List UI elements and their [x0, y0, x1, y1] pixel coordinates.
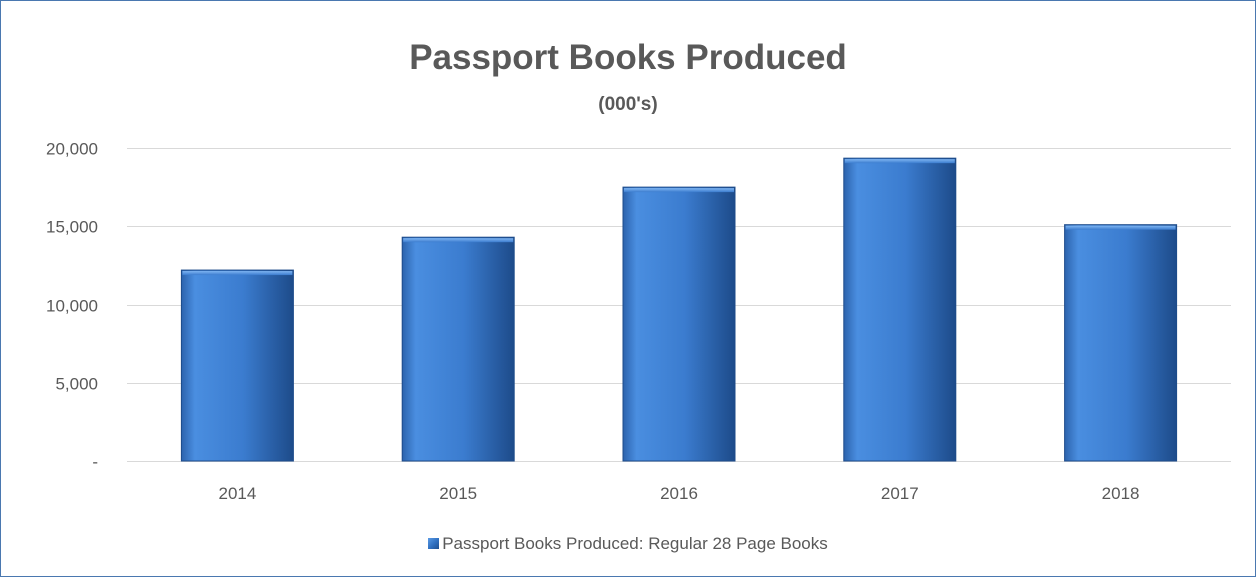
legend: Passport Books Produced: Regular 28 Page…	[1, 533, 1255, 555]
chart-title: Passport Books Produced	[409, 38, 847, 77]
bar-highlight	[1065, 225, 1176, 230]
bar-highlight	[844, 159, 955, 164]
bar-highlight	[403, 238, 514, 243]
bar	[401, 236, 515, 462]
x-axis-tick-labels: 2014 2015 2016 2017 2018	[218, 484, 1139, 503]
bar-2014	[180, 269, 294, 462]
legend-swatch	[428, 538, 440, 549]
y-tick-label: 15,000	[46, 218, 98, 237]
y-tick-label: -	[92, 453, 98, 472]
bar	[843, 157, 957, 462]
x-tick-label: 2017	[881, 484, 919, 503]
y-tick-label: 5,000	[55, 375, 98, 394]
bar-highlight	[182, 271, 293, 276]
y-axis-tick-labels: - 5,000 10,000 15,000 20,000	[46, 140, 98, 472]
y-tick-label: 20,000	[46, 140, 98, 159]
y-tick-label: 10,000	[46, 297, 98, 316]
x-tick-label: 2018	[1102, 484, 1140, 503]
bar	[622, 186, 736, 462]
chart-subtitle: (000's)	[598, 94, 658, 115]
bar	[1064, 224, 1178, 462]
bar-2016	[622, 186, 736, 462]
bar	[180, 269, 294, 462]
x-tick-label: 2015	[439, 484, 477, 503]
bar-2018	[1064, 224, 1178, 462]
bar-highlight	[624, 188, 734, 193]
x-tick-label: 2016	[660, 484, 698, 503]
x-tick-label: 2014	[218, 484, 256, 503]
bar-2017	[843, 157, 957, 462]
bars	[180, 157, 1178, 462]
bar-2015	[401, 236, 515, 462]
legend-label: Passport Books Produced: Regular 28 Page…	[442, 534, 828, 553]
